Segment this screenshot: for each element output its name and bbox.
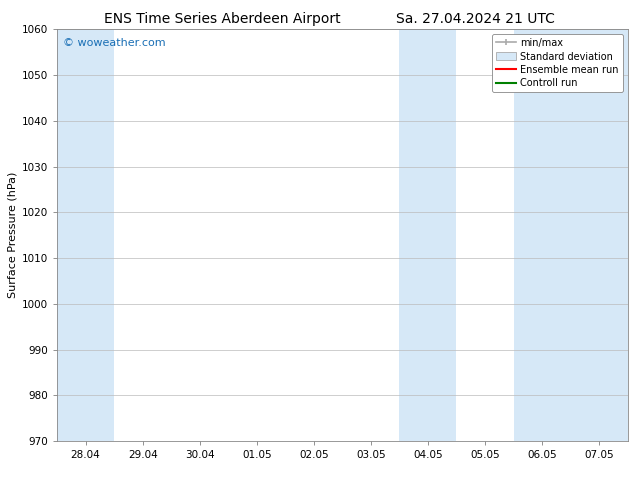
Text: © woweather.com: © woweather.com [63,38,165,48]
Bar [514,29,628,441]
Bar [399,29,456,441]
Bar [57,29,114,441]
Legend: min/max, Standard deviation, Ensemble mean run, Controll run: min/max, Standard deviation, Ensemble me… [492,34,623,92]
Y-axis label: Surface Pressure (hPa): Surface Pressure (hPa) [8,172,18,298]
Text: ENS Time Series Aberdeen Airport: ENS Time Series Aberdeen Airport [103,12,340,26]
Text: Sa. 27.04.2024 21 UTC: Sa. 27.04.2024 21 UTC [396,12,555,26]
